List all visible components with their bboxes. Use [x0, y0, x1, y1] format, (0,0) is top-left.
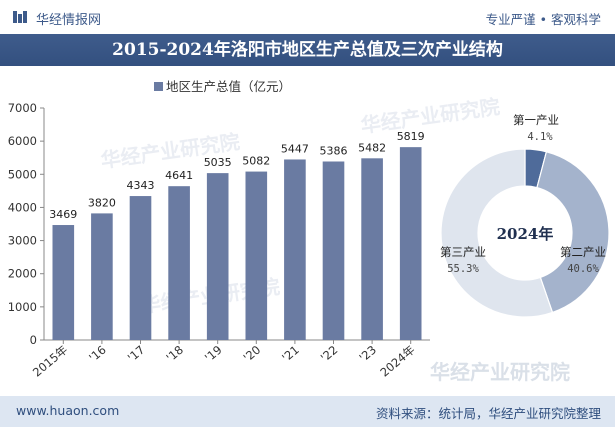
bar: [52, 225, 75, 340]
bar: [284, 159, 306, 340]
x-tick-label: '20: [241, 343, 264, 365]
legend-label: 地区生产总值（亿元）: [166, 79, 291, 94]
slogan: 专业严谨 • 客观科学: [486, 9, 601, 28]
bar-value-label: 4343: [127, 179, 155, 192]
y-tick-label: 0: [30, 333, 37, 347]
chart-title: 2015-2024年洛阳市地区生产总值及三次产业结构: [0, 34, 615, 66]
x-tick-label: '17: [125, 343, 148, 365]
y-tick-label: 5000: [8, 167, 37, 181]
bar: [168, 186, 190, 340]
bar: [399, 147, 422, 340]
bar-value-label: 5082: [242, 155, 270, 168]
bar-value-label: 5482: [358, 141, 386, 154]
pie-slice: [440, 148, 554, 318]
x-tick-label: 2024年: [377, 343, 417, 380]
pie-slice-name: 第三产业: [440, 245, 486, 259]
bar-value-label: 4641: [165, 169, 193, 182]
pie-slice-name: 第二产业: [560, 245, 606, 259]
bar-value-label: 5447: [281, 142, 309, 155]
x-tick-label: '16: [86, 343, 109, 365]
bar-value-label: 5035: [204, 156, 232, 169]
pie-slice-value: 4.1%: [527, 131, 553, 143]
bar: [129, 196, 152, 340]
bar: [206, 173, 229, 340]
pie-slice: [536, 151, 610, 314]
bar: [245, 171, 268, 340]
pie-center-label: 2024年: [497, 225, 554, 243]
y-tick-label: 2000: [8, 267, 37, 281]
x-tick-label: '21: [279, 343, 302, 365]
bar-chart: 地区生产总值（亿元） 0 1000 2000 3000 4000 5000 6000 7000…: [8, 79, 430, 380]
pie-slice-value: 40.6%: [567, 263, 599, 275]
y-tick-label: 1000: [8, 300, 37, 314]
bar-value-label: 5819: [397, 130, 425, 143]
bar-value-label: 3469: [49, 208, 77, 221]
y-tick-label: 4000: [8, 200, 37, 214]
footer-source: 资料来源：统计局，华经产业研究院整理: [375, 406, 601, 421]
y-tick-label: 7000: [8, 101, 37, 115]
bar-value-label: 5386: [320, 144, 348, 157]
y-tick-label: 3000: [8, 234, 37, 248]
bar: [322, 161, 345, 340]
bar: [91, 213, 113, 340]
x-tick-label: 2015年: [30, 343, 70, 380]
footer-url[interactable]: www.huaon.com: [16, 403, 120, 418]
x-tick-label: '23: [356, 343, 379, 365]
chart-area: 地区生产总值（亿元） 0 1000 2000 3000 4000 5000 6000 7000…: [8, 79, 610, 380]
pie-slice-value: 55.3%: [447, 263, 479, 275]
y-tick-label: 6000: [8, 134, 37, 148]
slogan-left: 专业严谨: [485, 12, 536, 27]
brand-name: 华经情报网: [36, 13, 102, 28]
bar-value-label: 3820: [88, 196, 116, 209]
slogan-separator: •: [539, 12, 547, 27]
legend-swatch: [154, 82, 163, 91]
pie-slice-name: 第一产业: [513, 113, 559, 127]
x-tick-label: '22: [318, 343, 341, 365]
slogan-right: 客观科学: [550, 12, 601, 27]
bar: [361, 158, 383, 340]
brand-logo-icon: [13, 11, 27, 23]
x-tick-label: '19: [202, 343, 225, 365]
footer: www.huaon.com 资料来源：统计局，华经产业研究院整理: [0, 396, 615, 427]
top-bar: 华经情报网 专业严谨 • 客观科学: [0, 0, 615, 34]
x-tick-label: '18: [163, 343, 186, 365]
pie-chart: 2024年 第一产业 4.1% 第二产业 40.6% 第三产业 55.3%: [440, 113, 610, 318]
